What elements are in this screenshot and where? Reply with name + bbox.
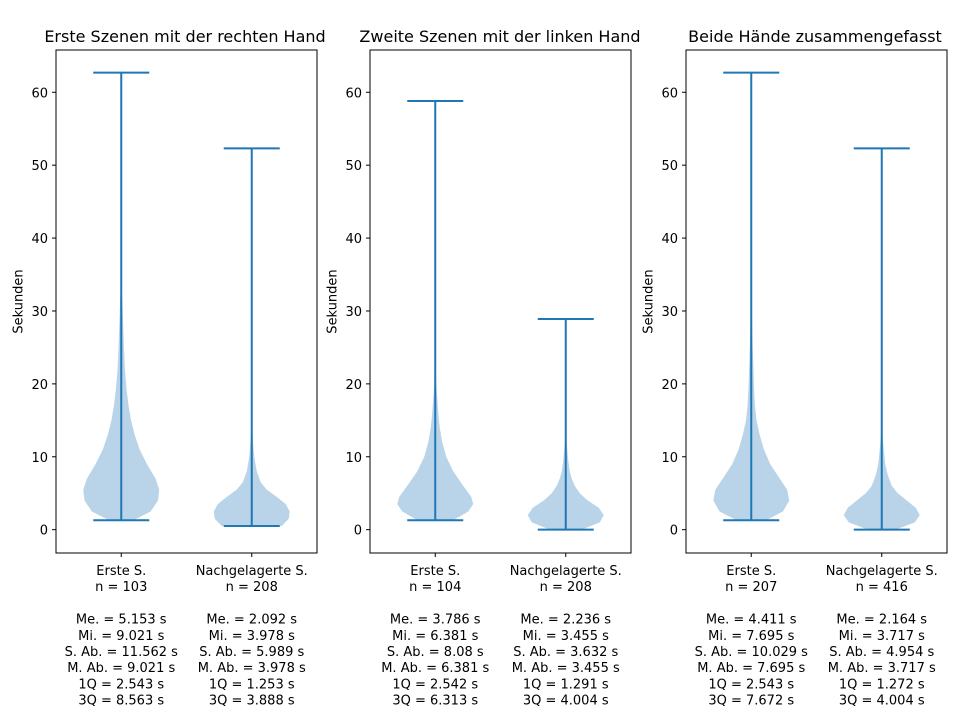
x-tick-label-line: 3Q = 8.563 s xyxy=(78,694,164,709)
y-tick-label: 0 xyxy=(354,524,362,539)
x-tick-label-line: Me. = 3.786 s xyxy=(390,613,481,628)
chart-panel-2: Zweite Szenen mit der linken Hand Sekunde… xyxy=(326,27,641,709)
x-tick-label-line: Mi. = 6.381 s xyxy=(392,629,478,644)
x-tick-label-line: S. Ab. = 3.632 s xyxy=(513,645,618,660)
axes-frame xyxy=(55,49,318,554)
y-tick-label: 20 xyxy=(31,378,48,393)
x-tick-label-line: 1Q = 1.272 s xyxy=(839,677,925,692)
x-tick-label-line: 3Q = 4.004 s xyxy=(523,694,609,709)
chart-title: Erste Szenen mit der rechten Hand xyxy=(44,27,325,46)
y-tick-label: 0 xyxy=(40,524,48,539)
y-tick-label: 10 xyxy=(31,451,48,466)
x-tick-label-line: Nachgelagerte S. xyxy=(510,564,622,579)
axes-frame xyxy=(685,49,948,554)
y-tick-label: 40 xyxy=(661,232,678,247)
y-tick-label: 50 xyxy=(345,159,362,174)
y-tick-label: 0 xyxy=(670,524,678,539)
x-tick-label-line: Mi. = 3.717 s xyxy=(839,629,925,644)
x-tick-label-line: S. Ab. = 5.989 s xyxy=(199,645,304,660)
chart-panel-1: Erste Szenen mit der rechten Hand Sekunde… xyxy=(12,27,326,709)
x-tick-label-line: S. Ab. = 11.562 s xyxy=(65,645,179,660)
x-tick-label-line: n = 104 xyxy=(409,580,461,595)
x-tick-label-line: 1Q = 2.543 s xyxy=(708,677,794,692)
y-tick-label: 50 xyxy=(661,159,678,174)
chart-panel-3: Beide Hände zusammengefasst Sekunden 0 10 20… xyxy=(642,27,948,709)
y-tick-label: 30 xyxy=(661,305,678,320)
x-tick-label-line: 3Q = 4.004 s xyxy=(839,694,925,709)
x-tick-label-line: S. Ab. = 8.08 s xyxy=(387,645,484,660)
x-tick-label-line: Me. = 2.092 s xyxy=(206,613,297,628)
x-tick-label-line: M. Ab. = 3.978 s xyxy=(198,661,306,676)
chart-title: Zweite Szenen mit der linken Hand xyxy=(359,27,640,46)
x-tick-label: Erste S. n = 104 Me. = 3.786 s Mi. = 6.381 … xyxy=(381,564,489,709)
y-tick-label: 60 xyxy=(31,86,48,101)
x-tick-label: Erste S. n = 207 Me. = 4.411 s Mi. = 7.695 … xyxy=(695,564,809,709)
y-tick-label: 50 xyxy=(31,159,48,174)
x-tick-label-line: M. Ab. = 9.021 s xyxy=(67,661,175,676)
x-tick-label: Nachgelagerte S. n = 416 Me. = 2.164 s Mi. … xyxy=(826,564,938,709)
y-tick-label: 30 xyxy=(345,305,362,320)
x-tick-label-line: Mi. = 7.695 s xyxy=(708,629,794,644)
x-tick-label-line: Mi. = 3.978 s xyxy=(209,629,295,644)
x-tick-label-line: Erste S. xyxy=(726,564,776,579)
x-tick-label-line: 3Q = 3.888 s xyxy=(209,694,295,709)
x-tick-label-line: S. Ab. = 4.954 s xyxy=(829,645,934,660)
y-tick-label: 30 xyxy=(31,305,48,320)
x-tick-label-line: Mi. = 3.455 s xyxy=(523,629,609,644)
axes-frame xyxy=(369,49,632,554)
x-tick-label-line: Mi. = 9.021 s xyxy=(78,629,164,644)
x-tick-label-line: M. Ab. = 3.455 s xyxy=(512,661,620,676)
x-tick-label-line: S. Ab. = 10.029 s xyxy=(695,645,809,660)
x-tick-label-line: n = 208 xyxy=(226,580,278,595)
x-tick-label-line: 1Q = 2.543 s xyxy=(78,677,164,692)
x-tick-label-line: 1Q = 2.542 s xyxy=(392,677,478,692)
x-tick-label-line: Nachgelagerte S. xyxy=(826,564,938,579)
x-tick-label: Nachgelagerte S. n = 208 Me. = 2.092 s Mi. … xyxy=(196,564,308,709)
x-tick-label-line: n = 207 xyxy=(725,580,777,595)
y-tick-label: 40 xyxy=(345,232,362,247)
x-tick-label-line: 1Q = 1.291 s xyxy=(523,677,609,692)
x-tick-label-line: Me. = 2.236 s xyxy=(520,613,611,628)
y-tick-label: 60 xyxy=(661,86,678,101)
x-tick-label-line: Me. = 2.164 s xyxy=(836,613,927,628)
x-tick-label-line: Erste S. xyxy=(96,564,146,579)
x-tick-label-line: Me. = 4.411 s xyxy=(706,613,797,628)
y-axis-label: Sekunden xyxy=(326,269,341,333)
y-tick-label: 20 xyxy=(661,378,678,393)
x-tick-label-line: Me. = 5.153 s xyxy=(76,613,167,628)
x-tick-label-line: 3Q = 7.672 s xyxy=(708,694,794,709)
y-tick-label: 20 xyxy=(345,378,362,393)
x-tick-label-line: M. Ab. = 7.695 s xyxy=(697,661,805,676)
y-axis-label: Sekunden xyxy=(12,269,27,333)
y-tick-label: 40 xyxy=(31,232,48,247)
x-tick-label-line: 1Q = 1.253 s xyxy=(209,677,295,692)
x-tick-label-line: n = 208 xyxy=(540,580,592,595)
y-tick-label: 60 xyxy=(345,86,362,101)
x-tick-label: Erste S. n = 103 Me. = 5.153 s Mi. = 9.021 … xyxy=(65,564,179,709)
x-tick-label-line: 3Q = 6.313 s xyxy=(392,694,478,709)
x-tick-label-line: M. Ab. = 6.381 s xyxy=(381,661,489,676)
x-tick-label: Nachgelagerte S. n = 208 Me. = 2.236 s Mi. … xyxy=(510,564,622,709)
x-tick-label-line: Nachgelagerte S. xyxy=(196,564,308,579)
x-tick-label-line: Erste S. xyxy=(410,564,460,579)
y-tick-label: 10 xyxy=(345,451,362,466)
x-tick-label-line: n = 103 xyxy=(95,580,147,595)
chart-title: Beide Hände zusammengefasst xyxy=(688,27,942,46)
y-axis-label: Sekunden xyxy=(642,269,657,333)
y-tick-label: 10 xyxy=(661,451,678,466)
x-tick-label-line: M. Ab. = 3.717 s xyxy=(828,661,936,676)
x-tick-label-line: n = 416 xyxy=(856,580,908,595)
